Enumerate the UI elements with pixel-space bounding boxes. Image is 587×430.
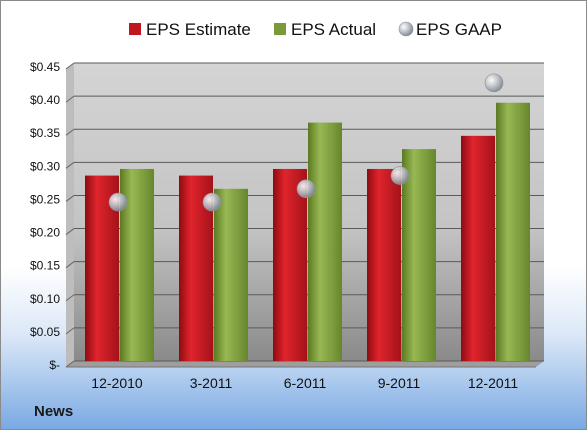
x-tick-label: 12-2010 — [91, 375, 143, 391]
y-tick-label: $- — [49, 358, 60, 372]
gridline-side — [65, 161, 75, 169]
gridline-side — [65, 128, 75, 136]
bar-eps-estimate — [273, 168, 307, 361]
marker-eps-gaap — [484, 73, 504, 93]
marker-eps-gaap — [108, 192, 128, 212]
gridline-side — [65, 228, 75, 235]
y-tick-label: $0.30 — [30, 159, 60, 173]
legend-swatch — [129, 23, 141, 35]
legend-label: EPS Actual — [291, 20, 376, 39]
legend-swatch — [274, 23, 286, 35]
gridline-side — [65, 195, 75, 202]
bar-eps-actual — [402, 149, 436, 361]
y-tick-label: $0.05 — [30, 325, 60, 339]
marker-eps-gaap — [296, 179, 316, 199]
gridline-side — [65, 327, 75, 335]
x-tick-label: 9-2011 — [378, 375, 421, 391]
x-tick-label: 12-2011 — [468, 375, 519, 391]
gridline-side — [65, 261, 75, 269]
y-tick-label: $0.40 — [30, 93, 60, 107]
y-tick-label: $0.15 — [30, 259, 60, 273]
legend-marker — [398, 21, 414, 37]
y-tick-label: $0.45 — [30, 60, 60, 74]
marker-eps-gaap — [202, 192, 222, 212]
bar-eps-estimate — [461, 135, 495, 361]
legend-label: EPS Estimate — [146, 20, 251, 39]
bar-eps-actual — [308, 122, 342, 361]
bar-eps-estimate — [367, 168, 401, 361]
gridline-side — [65, 95, 75, 103]
x-tick-label: 3-2011 — [190, 375, 233, 391]
footer-label: News — [34, 403, 74, 420]
gridline-side — [65, 62, 75, 70]
x-tick-label: 6-2011 — [284, 375, 327, 391]
marker-eps-gaap — [390, 166, 410, 185]
gridline-side — [65, 294, 75, 302]
y-tick-label: $0.20 — [30, 226, 60, 240]
plot-floor — [66, 361, 544, 367]
plot-side-wall — [66, 63, 74, 367]
legend-label: EPS GAAP — [416, 20, 502, 39]
y-tick-label: $0.35 — [30, 126, 60, 140]
gridline-side — [65, 360, 75, 368]
y-tick-label: $0.10 — [30, 292, 60, 306]
bar-eps-actual — [214, 188, 248, 361]
y-tick-label: $0.25 — [30, 192, 60, 206]
bar-eps-actual — [496, 102, 530, 361]
